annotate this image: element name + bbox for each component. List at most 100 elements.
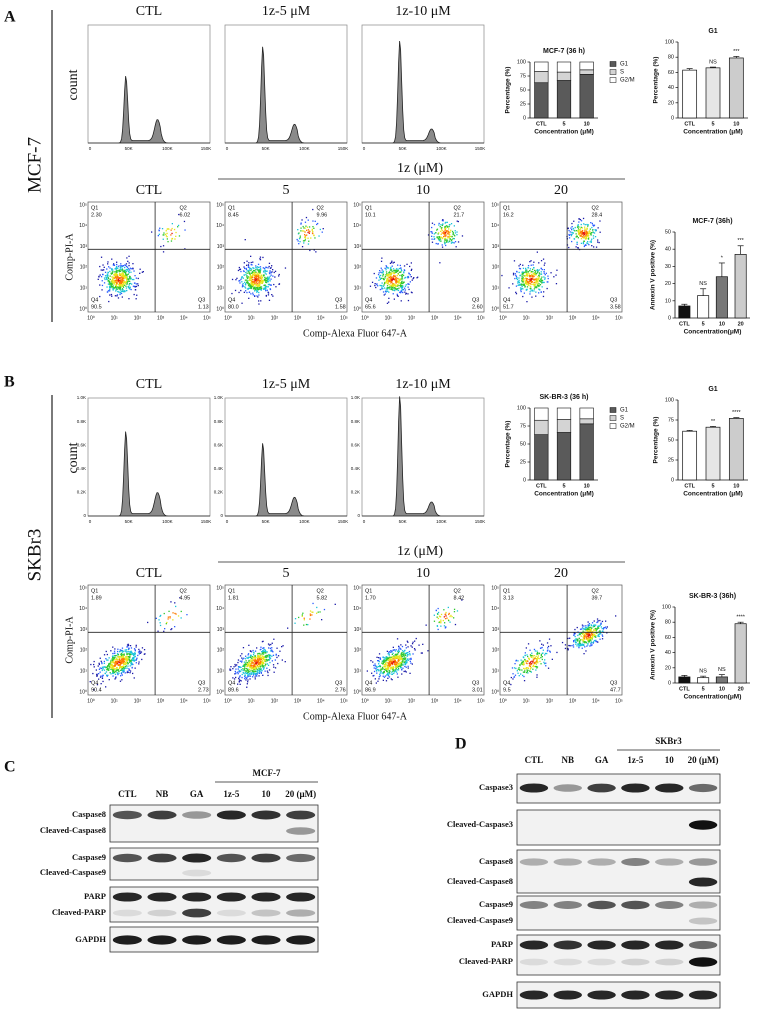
- flow-event: [393, 655, 394, 656]
- flow-event: [532, 666, 533, 667]
- flow-event: [385, 675, 386, 676]
- blot-box: [517, 850, 720, 893]
- flow-event: [281, 646, 282, 647]
- flow-event: [529, 293, 530, 294]
- flow-event: [258, 264, 259, 265]
- flow-event: [128, 644, 129, 645]
- flow-event: [516, 286, 517, 287]
- flow-event: [104, 279, 105, 280]
- flow-event: [175, 606, 176, 607]
- flow-title: 5: [283, 183, 290, 198]
- flow-event: [248, 262, 249, 263]
- flow-event: [525, 269, 526, 270]
- flow-y-tick-label: 10³: [80, 244, 88, 250]
- flow-event: [392, 278, 393, 279]
- flow-event: [397, 673, 398, 674]
- flow-event: [384, 661, 385, 662]
- flow-x-tick-label: 10⁵: [203, 315, 211, 321]
- flow-event: [120, 654, 121, 655]
- flow-event: [600, 625, 601, 626]
- flow-event: [94, 666, 95, 667]
- flow-event: [134, 648, 135, 649]
- flow-event: [582, 236, 583, 237]
- flow-event: [531, 297, 532, 298]
- flow-event: [585, 238, 586, 239]
- flow-event: [259, 276, 260, 277]
- flow-event: [126, 284, 127, 285]
- flow-event: [381, 285, 382, 286]
- flow-event: [404, 666, 405, 667]
- flow-event: [538, 283, 539, 284]
- flow-x-tick-label: 10²: [134, 698, 142, 704]
- flow-event: [529, 270, 530, 271]
- flow-event: [447, 236, 448, 237]
- blot-band: [113, 892, 142, 901]
- flow-event: [245, 284, 246, 285]
- flow-event: [242, 674, 243, 675]
- hist-y-tick-label: 1.0K: [77, 395, 86, 400]
- flow-event: [181, 611, 182, 612]
- bar: [716, 677, 727, 683]
- flow-event: [260, 657, 261, 658]
- flow-event: [107, 291, 108, 292]
- flow-frame: [88, 202, 210, 312]
- flow-event: [527, 284, 528, 285]
- flow-event: [575, 636, 576, 637]
- flow-event: [591, 232, 592, 233]
- flow-event: [270, 650, 271, 651]
- flow-event: [122, 291, 123, 292]
- flow-event: [256, 279, 257, 280]
- flow-event: [248, 674, 249, 675]
- flow-event: [232, 677, 233, 678]
- legend-label: G1: [620, 408, 629, 414]
- y-tick-label: 0: [523, 115, 526, 121]
- blot-band: [587, 901, 615, 910]
- flow-event: [519, 268, 520, 269]
- y-tick-label: 100: [517, 405, 526, 411]
- flow-event: [136, 283, 137, 284]
- flow-event: [389, 658, 390, 659]
- flow-event: [452, 231, 453, 232]
- flow-event: [300, 223, 301, 224]
- flow-x-tick-label: 10¹: [385, 315, 393, 321]
- flow-event: [115, 671, 116, 672]
- panel-letter: C: [4, 759, 16, 776]
- flow-event: [316, 613, 317, 614]
- hist-title: 1z-10 μM: [395, 377, 451, 392]
- flow-event: [265, 281, 266, 282]
- y-tick-label: 0: [668, 315, 671, 321]
- flow-event: [172, 612, 173, 613]
- flow-event: [323, 228, 324, 229]
- flow-event: [120, 675, 121, 676]
- flow-event: [386, 274, 387, 275]
- flow-event: [607, 626, 608, 627]
- blot-band: [655, 990, 683, 999]
- flow-event: [523, 280, 524, 281]
- flow-event: [101, 257, 102, 258]
- flow-event: [114, 653, 115, 654]
- flow-event: [534, 284, 535, 285]
- flow-event: [263, 657, 264, 658]
- flow-event: [408, 667, 409, 668]
- flow-event: [250, 650, 251, 651]
- flow-event: [243, 658, 244, 659]
- flow-event: [399, 292, 400, 293]
- flow-event: [123, 663, 124, 664]
- flow-event: [577, 225, 578, 226]
- flow-event: [124, 267, 125, 268]
- flow-event: [444, 625, 445, 626]
- flow-event: [253, 285, 254, 286]
- x-axis-label: Concentration(μM): [684, 694, 742, 701]
- flow-event: [172, 619, 173, 620]
- flow-event: [388, 274, 389, 275]
- flow-event: [239, 681, 240, 682]
- flow-x-tick-label: 10⁰: [499, 698, 507, 704]
- flow-event: [398, 288, 399, 289]
- flow-event: [451, 242, 452, 243]
- flow-event: [453, 617, 454, 618]
- flow-event: [317, 223, 318, 224]
- flow-event: [396, 668, 397, 669]
- flow-event: [244, 286, 245, 287]
- flow-event: [115, 668, 116, 669]
